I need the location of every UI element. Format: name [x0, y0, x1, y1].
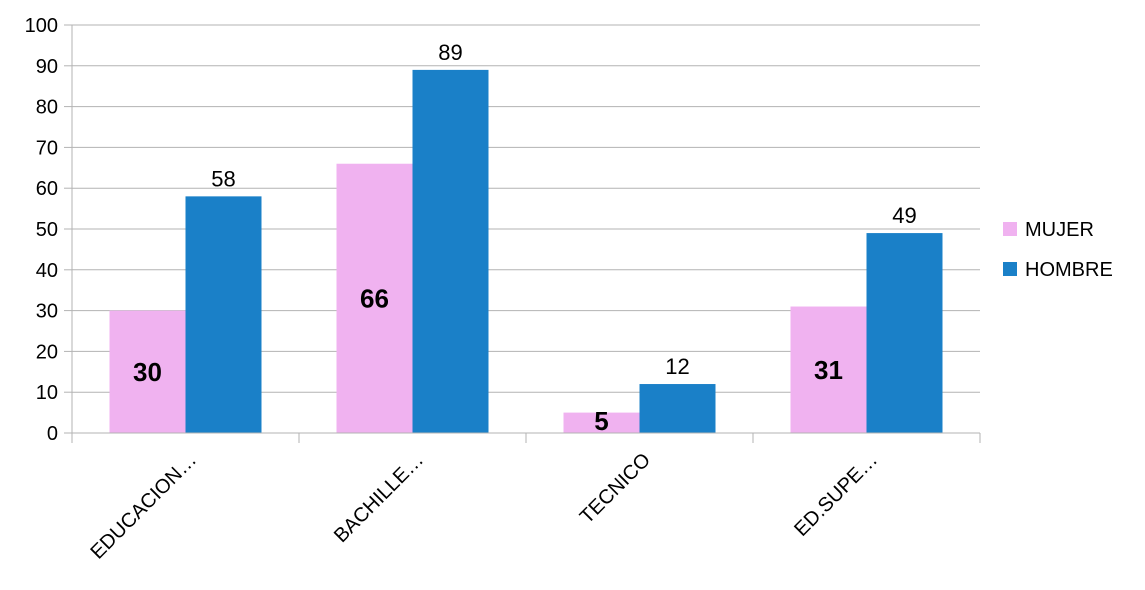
bar-mujer-3	[563, 412, 640, 433]
y-tick-label: 0	[47, 423, 58, 445]
data-label-mujer-3: 5	[594, 406, 608, 436]
y-tick-label: 20	[36, 341, 58, 363]
y-tick-label: 80	[36, 97, 58, 119]
legend: MUJER HOMBRE	[1003, 219, 1113, 281]
x-axis-categories: EDUCACION… BACHILLE… TECNICO ED.SUPE…	[86, 449, 882, 564]
data-label-hombre-3: 12	[665, 354, 689, 379]
bar-mujer-2	[336, 163, 413, 433]
data-label-hombre-4: 49	[892, 203, 916, 228]
y-tick-label: 70	[36, 137, 58, 159]
y-tick-label: 90	[36, 56, 58, 78]
bar-hombre-2	[412, 69, 489, 433]
legend-label-mujer: MUJER	[1025, 219, 1094, 241]
legend-swatch-mujer	[1003, 222, 1017, 236]
bar-hombre-3	[639, 384, 716, 433]
data-label-mujer-2: 66	[360, 283, 389, 313]
y-axis-ticks: 0 10 20 30 40 50 60 70 80 90 100	[25, 15, 72, 445]
legend-label-hombre: HOMBRE	[1025, 259, 1113, 281]
category-label-3: TECNICO	[576, 449, 655, 528]
y-tick-label: 100	[25, 15, 58, 37]
data-labels: 30 58 66 89 5 12 31 49	[133, 40, 917, 436]
y-tick-label: 10	[36, 382, 58, 404]
category-label-2: BACHILLE…	[330, 449, 428, 547]
data-label-mujer-4: 31	[814, 355, 843, 385]
data-label-hombre-1: 58	[211, 166, 235, 191]
bar-mujer-1	[109, 310, 186, 433]
y-tick-label: 30	[36, 301, 58, 323]
y-tick-label: 40	[36, 260, 58, 282]
category-label-1: EDUCACION…	[86, 449, 201, 564]
data-label-mujer-1: 30	[133, 357, 162, 387]
y-tick-label: 60	[36, 178, 58, 200]
data-label-hombre-2: 89	[438, 40, 462, 65]
bars	[109, 69, 943, 433]
bar-hombre-1	[185, 196, 262, 433]
y-tick-label: 50	[36, 219, 58, 241]
legend-swatch-hombre	[1003, 262, 1017, 276]
bar-hombre-4	[866, 233, 943, 433]
bar-mujer-4	[790, 306, 867, 433]
category-label-4: ED.SUPE…	[790, 449, 882, 541]
